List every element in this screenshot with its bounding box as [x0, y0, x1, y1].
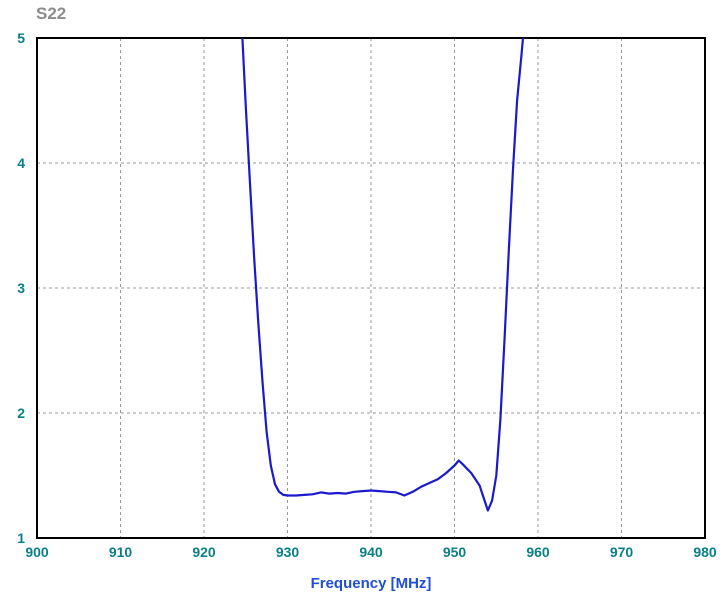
x-tick-label: 960	[526, 544, 550, 560]
x-tick-label: 940	[359, 544, 383, 560]
x-tick-label: 970	[610, 544, 634, 560]
y-tick-label: 4	[17, 155, 25, 171]
data-series	[241, 37, 525, 512]
x-axis-label: Frequency [MHz]	[311, 575, 432, 592]
x-tick-label: 930	[276, 544, 300, 560]
y-tick-label: 5	[17, 30, 25, 46]
x-tick-label: 980	[693, 544, 717, 560]
y-tick-label: 3	[17, 280, 25, 296]
x-axis-ticks: 900 910 920 930 940 950 960 970 980	[25, 544, 717, 560]
y-tick-label: 2	[17, 405, 25, 421]
series-line-s22	[241, 37, 525, 512]
chart-title: S22	[36, 4, 66, 23]
y-tick-label: 1	[17, 530, 25, 546]
y-axis-ticks: 1 2 3 4 5	[17, 30, 25, 546]
grid-lines	[37, 38, 705, 538]
x-tick-label: 920	[192, 544, 216, 560]
plot-frame	[36, 37, 706, 539]
x-tick-label: 910	[109, 544, 133, 560]
x-tick-label: 950	[443, 544, 467, 560]
x-tick-label: 900	[25, 544, 49, 560]
